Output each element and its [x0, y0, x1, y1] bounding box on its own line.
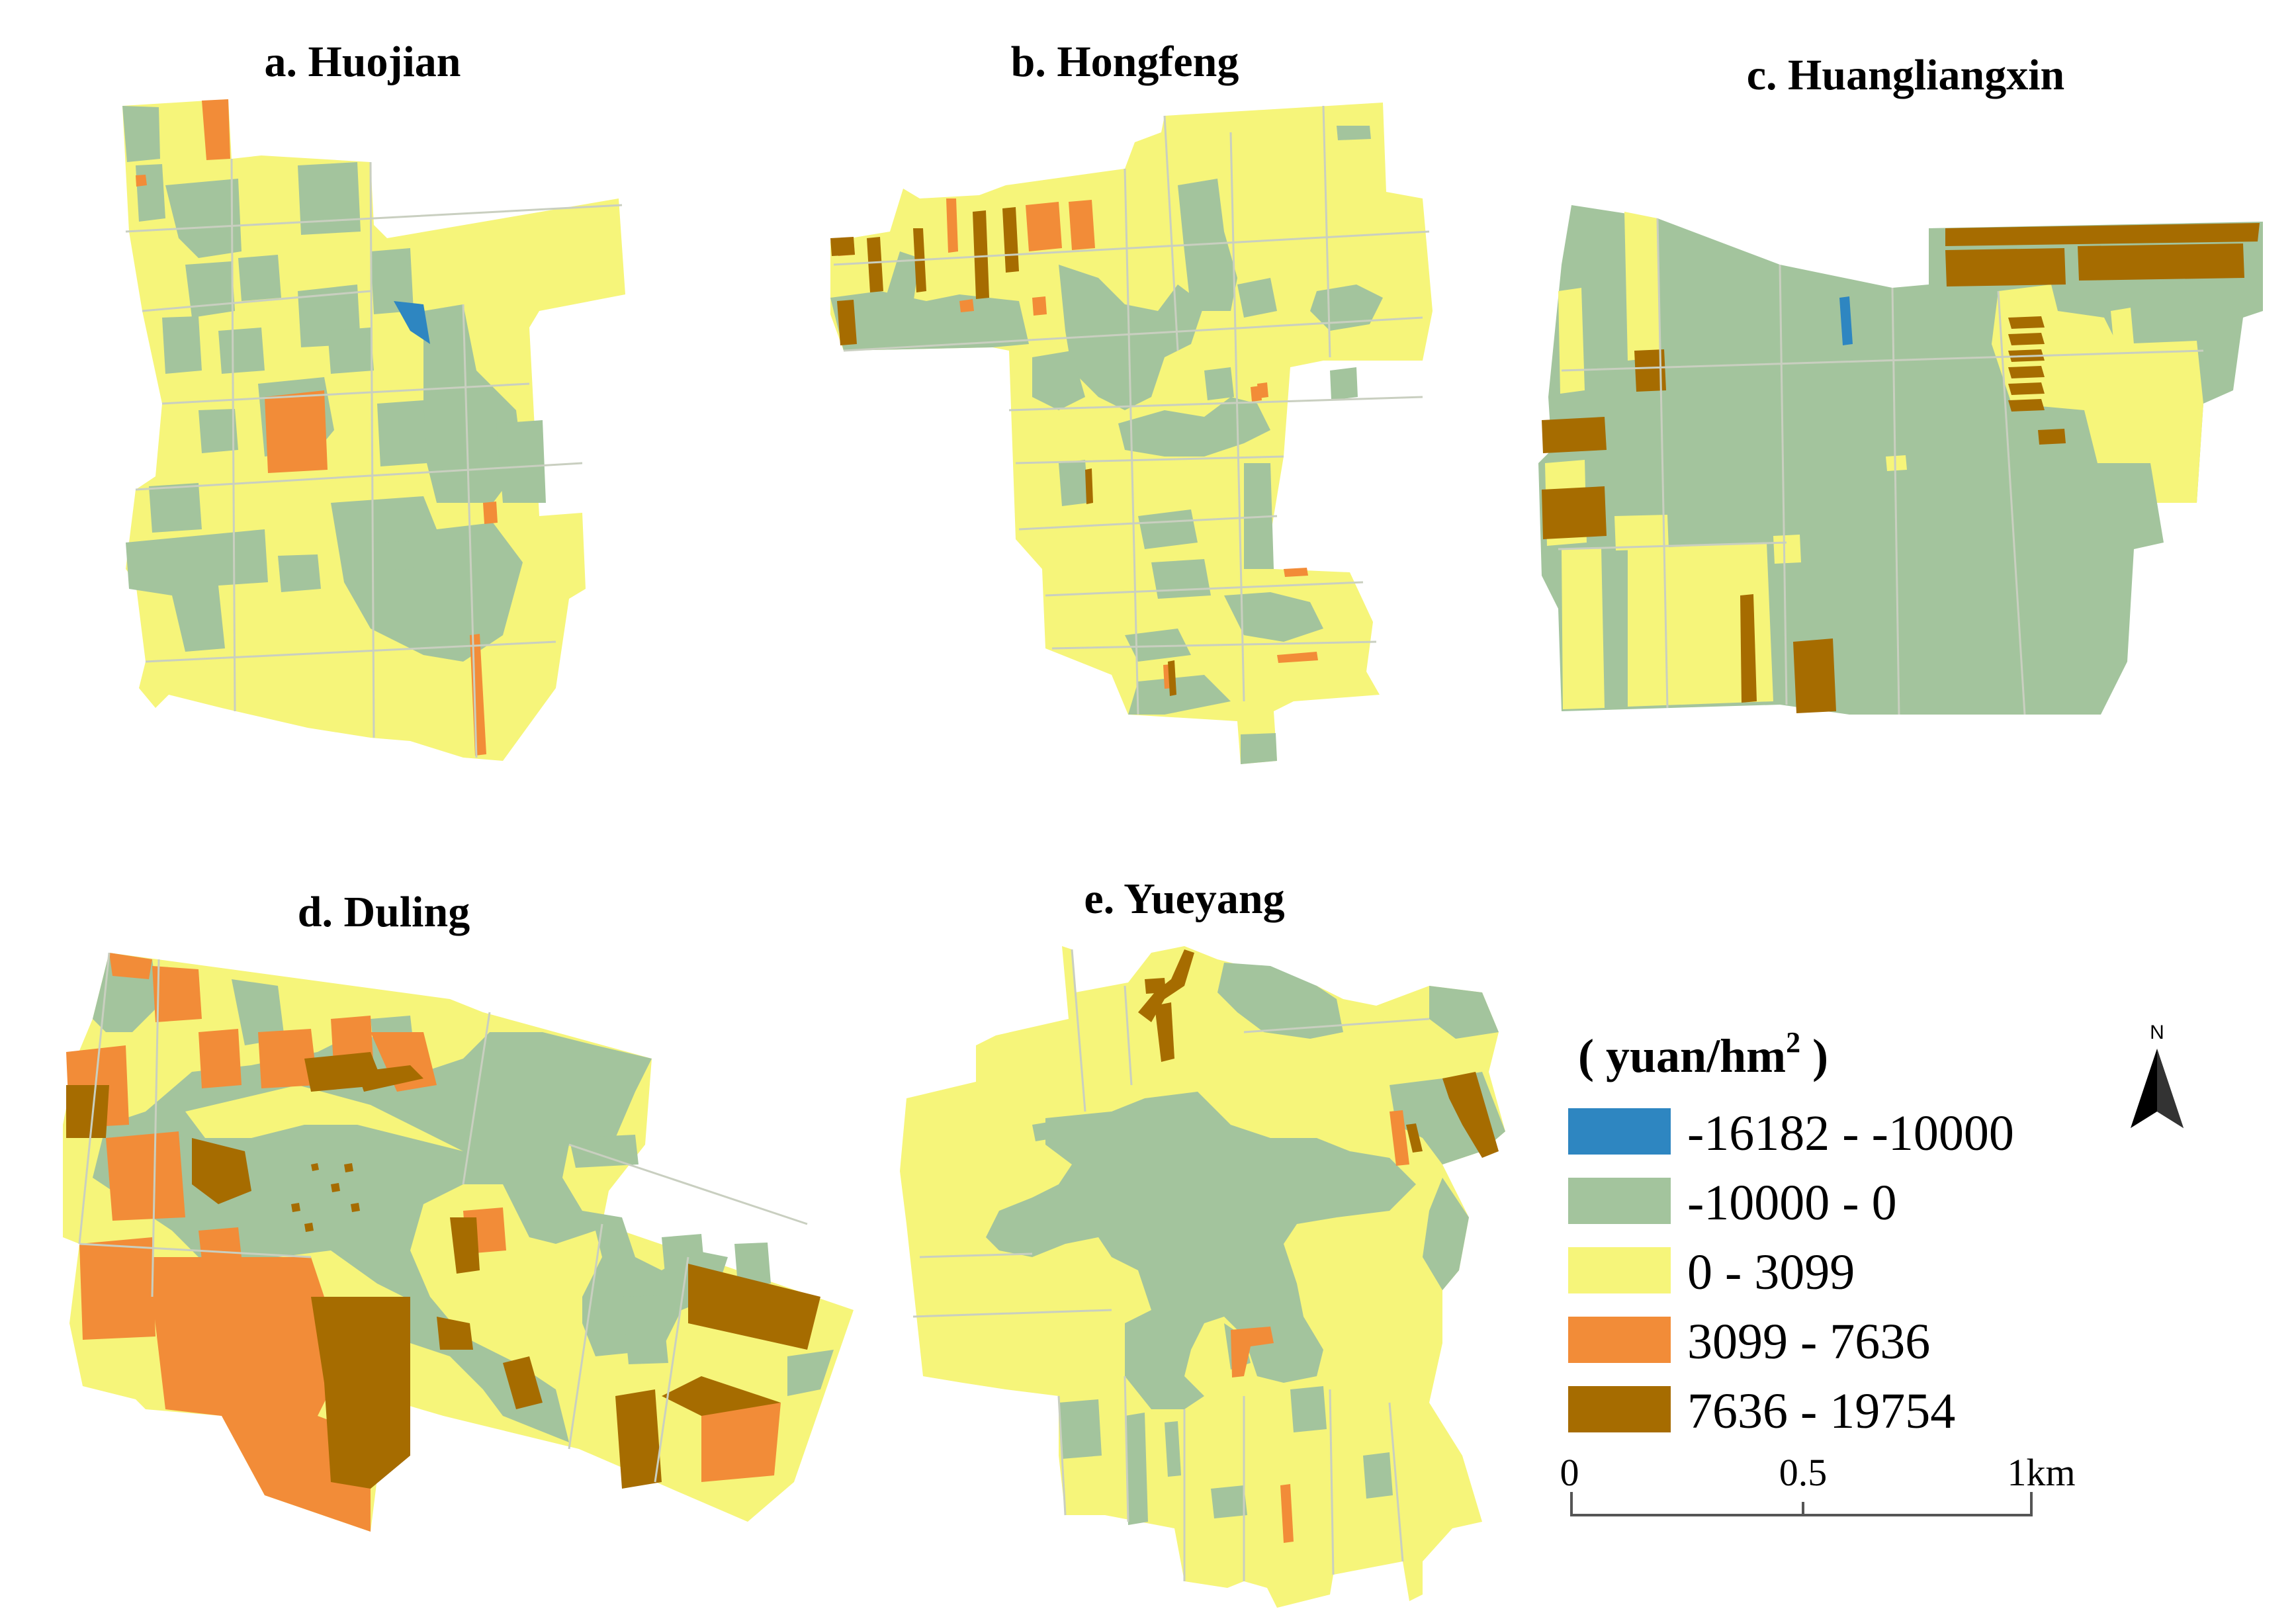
legend-swatch-1	[1568, 1108, 1671, 1155]
legend-label-4: 3099 - 7636	[1687, 1314, 1930, 1370]
legend: ( yuan/hm2 ) -16182 - -10000 -10000 - 0 …	[1568, 1026, 2014, 1439]
panel-title-hongfeng: b. Hongfeng	[1011, 38, 1239, 86]
scale-label-mid: 0.5	[1779, 1451, 1828, 1494]
legend-swatch-2	[1568, 1178, 1671, 1224]
map-huangliangxin	[1538, 205, 2263, 715]
legend-swatch-5	[1568, 1386, 1671, 1432]
panel-title-yueyang: e. Yueyang	[1084, 875, 1284, 923]
legend-label-5: 7636 - 19754	[1687, 1383, 1955, 1439]
north-label: N	[2150, 1022, 2164, 1043]
panel-title-duling: d. Duling	[298, 888, 470, 936]
map-hongfeng	[830, 103, 1433, 764]
panel-title-huangliangxin: c. Huangliangxin	[1747, 51, 2064, 99]
legend-label-2: -10000 - 0	[1687, 1175, 1897, 1231]
scale-bar: 0 0.5 1km	[1560, 1451, 2076, 1516]
legend-label-1: -16182 - -10000	[1687, 1106, 2014, 1161]
scale-label-0: 0	[1560, 1451, 1579, 1494]
legend-swatch-4	[1568, 1317, 1671, 1363]
scale-label-end: 1km	[2007, 1451, 2075, 1494]
legend-label-3: 0 - 3099	[1687, 1245, 1855, 1300]
legend-swatch-3	[1568, 1247, 1671, 1293]
panel-title-huojian: a. Huojian	[264, 38, 461, 86]
scale-bar-line	[1570, 1492, 2033, 1516]
map-huojian	[122, 99, 625, 761]
map-yueyang	[900, 946, 1505, 1608]
north-arrow: N	[2131, 1022, 2184, 1128]
legend-title: ( yuan/hm2 )	[1578, 1026, 1828, 1082]
map-duling	[63, 952, 854, 1532]
